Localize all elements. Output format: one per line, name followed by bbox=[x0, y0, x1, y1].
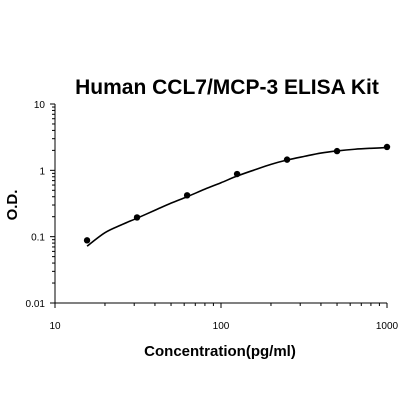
data-point bbox=[233, 170, 241, 178]
data-point bbox=[283, 156, 291, 163]
y-axis-label: O.D. bbox=[4, 190, 21, 221]
data-points bbox=[83, 143, 391, 244]
data-point bbox=[383, 143, 391, 151]
axis-ticks bbox=[50, 103, 388, 308]
data-point bbox=[333, 147, 341, 155]
y-tick-label: 0.1 bbox=[31, 233, 45, 244]
x-tick-label: 10 bbox=[49, 321, 61, 332]
data-point bbox=[83, 237, 91, 244]
axis-tick-labels: 10 100 1000 0.01 0.1 1 10 bbox=[26, 100, 399, 332]
y-tick-label: 1 bbox=[39, 166, 45, 177]
x-axis-label: Concentration(pg/ml) bbox=[144, 343, 296, 360]
data-point bbox=[133, 214, 141, 221]
y-tick-label: 10 bbox=[34, 100, 46, 111]
x-tick-label: 1000 bbox=[376, 321, 399, 332]
axes bbox=[54, 104, 387, 304]
fit-curve bbox=[86, 146, 388, 247]
x-tick-label: 100 bbox=[213, 321, 230, 332]
chart-title: Human CCL7/MCP-3 ELISA Kit bbox=[75, 76, 379, 99]
data-point bbox=[183, 192, 191, 199]
y-tick-label: 0.01 bbox=[26, 299, 46, 310]
